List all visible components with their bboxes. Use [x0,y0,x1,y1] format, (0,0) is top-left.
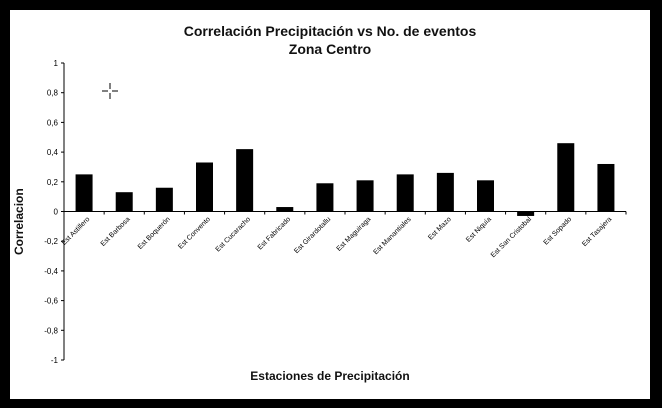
x-tick-label: Est San Cristobal [490,216,534,260]
crosshair-cursor-icon [102,83,118,99]
x-axis-label: Estaciones de Precipitación [250,369,410,383]
y-tick-label: 0,4 [47,148,59,157]
bar [597,163,615,212]
y-axis-label: Correlacion [12,188,26,255]
x-tick-label: Est Astillero [61,216,92,247]
bar [75,174,93,212]
x-tick-label: Est Convento [177,216,212,251]
bar [557,143,575,212]
chart-title: Correlación Precipitación vs No. de even… [183,23,477,39]
x-tick-label: Est Manantiales [372,216,413,257]
bar-chart: 1 0,8 0,6 0,4 0,2 0 -0,2 -0,4 -0,6 -0,8 -1 Est Ast… [44,59,627,365]
y-tick-label: -0,6 [44,297,58,306]
y-tick-label: -1 [51,356,59,365]
y-tick-label: -0,2 [44,237,58,246]
x-tick-label: Est Fabricado [257,216,293,252]
y-tick-label: 0,2 [47,178,59,187]
bar [316,183,334,212]
y-tick-label: -0,4 [44,267,58,276]
x-tick-label: Est Niquía [465,216,493,244]
x-tick-label: Est Tasajera [581,216,613,248]
x-tick-label: Est Cucaracho [215,216,252,253]
x-tick-label: Est Barbosa [100,216,132,248]
y-tick-label: 0 [54,208,59,217]
y-tick-label: 1 [54,59,59,68]
y-tick-label: 0,8 [47,89,59,98]
bar [196,162,213,212]
x-tick-label: Est Sopado [543,216,574,247]
x-tick-label: Est Boquerón [137,216,172,251]
y-tick-label: -0,8 [44,326,58,335]
chart-frame: Correlación Precipitación vs No. de even… [10,10,650,399]
bar [477,180,494,212]
bar [236,149,254,212]
bar [436,172,454,212]
bar [115,192,133,212]
x-tick-label: Est Maguiraga [336,216,373,253]
x-tick-label: Est Girardotallu [293,216,332,255]
bar [517,211,535,216]
bar [396,174,414,212]
bar [276,207,294,212]
bar [356,180,374,212]
x-tick-label: Est Mazo [427,216,453,242]
y-tick-label: 0,6 [47,118,59,127]
bar [155,187,173,212]
chart-subtitle: Zona Centro [288,41,372,57]
